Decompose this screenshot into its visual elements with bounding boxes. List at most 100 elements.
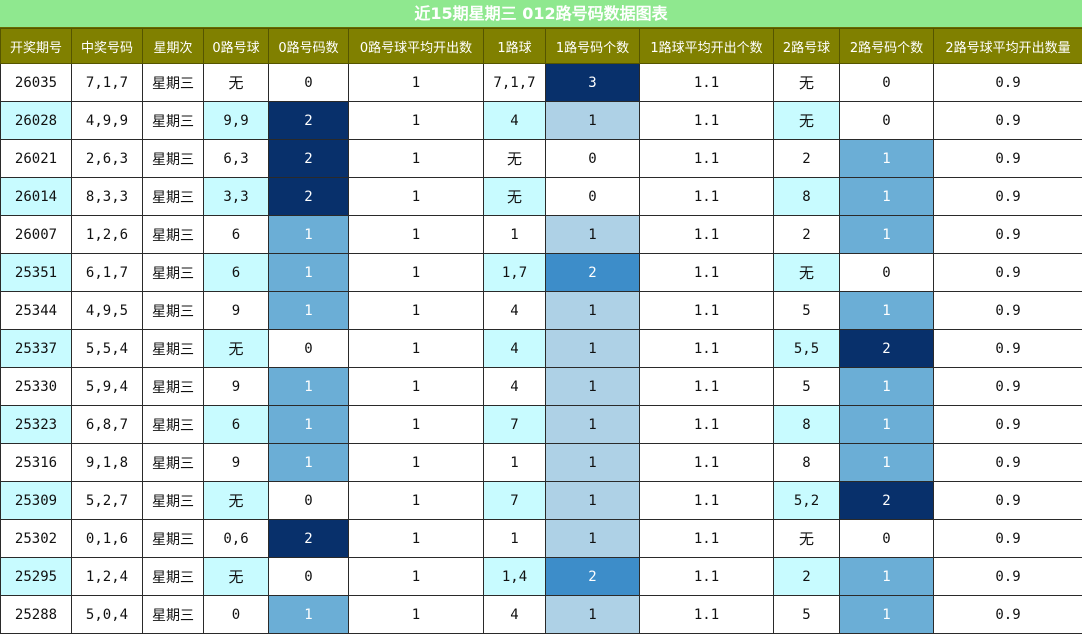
cell-road0-balls: 0 — [204, 596, 269, 634]
cell-road1-avg: 1.1 — [640, 368, 774, 406]
cell-road2-count: 1 — [840, 368, 934, 406]
cell-road1-balls: 4 — [484, 102, 546, 140]
cell-road1-count: 1 — [546, 596, 640, 634]
cell-road1-count: 1 — [546, 520, 640, 558]
cell-road0-balls: 无 — [204, 558, 269, 596]
cell-road0-avg: 1 — [349, 520, 484, 558]
cell-road0-balls: 9 — [204, 292, 269, 330]
cell-road2-avg: 0.9 — [934, 444, 1082, 482]
cell-road2-balls: 无 — [774, 254, 840, 292]
cell-road0-count: 1 — [269, 292, 349, 330]
cell-road0-avg: 1 — [349, 140, 484, 178]
cell-issue: 26028 — [1, 102, 72, 140]
cell-winning-number: 4,9,5 — [72, 292, 143, 330]
cell-road2-count: 2 — [840, 482, 934, 520]
cell-road1-avg: 1.1 — [640, 596, 774, 634]
cell-road0-avg: 1 — [349, 368, 484, 406]
header-road2-count: 2路号码个数 — [840, 29, 934, 64]
cell-road0-avg: 1 — [349, 406, 484, 444]
cell-road2-balls: 无 — [774, 102, 840, 140]
cell-weekday: 星期三 — [143, 64, 204, 102]
cell-road0-count: 0 — [269, 558, 349, 596]
header-road0-avg: 0路号球平均开出数 — [349, 29, 484, 64]
cell-road1-avg: 1.1 — [640, 406, 774, 444]
cell-road2-count: 1 — [840, 140, 934, 178]
cell-issue: 25302 — [1, 520, 72, 558]
header-road1-avg: 1路球平均开出个数 — [640, 29, 774, 64]
cell-road1-count: 1 — [546, 330, 640, 368]
cell-road2-avg: 0.9 — [934, 178, 1082, 216]
cell-road2-count: 1 — [840, 406, 934, 444]
cell-road1-avg: 1.1 — [640, 520, 774, 558]
header-road2-balls: 2路号球 — [774, 29, 840, 64]
cell-road1-count: 1 — [546, 368, 640, 406]
cell-road1-balls: 4 — [484, 596, 546, 634]
cell-road0-count: 0 — [269, 482, 349, 520]
cell-road2-avg: 0.9 — [934, 216, 1082, 254]
cell-issue: 26021 — [1, 140, 72, 178]
cell-weekday: 星期三 — [143, 406, 204, 444]
cell-road2-count: 0 — [840, 102, 934, 140]
cell-winning-number: 5,9,4 — [72, 368, 143, 406]
cell-road2-balls: 2 — [774, 216, 840, 254]
cell-issue: 25344 — [1, 292, 72, 330]
cell-road2-count: 1 — [840, 596, 934, 634]
cell-road2-balls: 2 — [774, 140, 840, 178]
cell-issue: 26035 — [1, 64, 72, 102]
cell-road0-avg: 1 — [349, 216, 484, 254]
cell-winning-number: 5,0,4 — [72, 596, 143, 634]
cell-road1-balls: 无 — [484, 178, 546, 216]
cell-weekday: 星期三 — [143, 444, 204, 482]
header-winning-number: 中奖号码 — [72, 29, 143, 64]
cell-road2-balls: 5 — [774, 292, 840, 330]
cell-road1-balls: 4 — [484, 368, 546, 406]
cell-road0-avg: 1 — [349, 330, 484, 368]
header-road1-count: 1路号码个数 — [546, 29, 640, 64]
cell-road1-avg: 1.1 — [640, 140, 774, 178]
cell-road0-count: 1 — [269, 368, 349, 406]
cell-winning-number: 6,1,7 — [72, 254, 143, 292]
cell-road1-balls: 1 — [484, 216, 546, 254]
cell-winning-number: 1,2,4 — [72, 558, 143, 596]
cell-road0-count: 1 — [269, 406, 349, 444]
cell-road1-count: 0 — [546, 140, 640, 178]
cell-road0-avg: 1 — [349, 596, 484, 634]
cell-winning-number: 1,2,6 — [72, 216, 143, 254]
cell-road0-balls: 6 — [204, 406, 269, 444]
cell-road2-balls: 2 — [774, 558, 840, 596]
header-road0-balls: 0路号球 — [204, 29, 269, 64]
cell-road0-balls: 6 — [204, 216, 269, 254]
cell-road2-avg: 0.9 — [934, 140, 1082, 178]
cell-weekday: 星期三 — [143, 330, 204, 368]
cell-road1-balls: 1 — [484, 444, 546, 482]
cell-road0-avg: 1 — [349, 64, 484, 102]
cell-road0-avg: 1 — [349, 254, 484, 292]
cell-road2-count: 0 — [840, 254, 934, 292]
cell-road0-balls: 6 — [204, 254, 269, 292]
cell-road2-balls: 无 — [774, 520, 840, 558]
cell-road2-avg: 0.9 — [934, 292, 1082, 330]
cell-road1-count: 1 — [546, 444, 640, 482]
cell-road2-balls: 5 — [774, 368, 840, 406]
header-road2-avg: 2路号球平均开出数量 — [934, 29, 1082, 64]
cell-issue: 26014 — [1, 178, 72, 216]
cell-road0-count: 2 — [269, 178, 349, 216]
cell-issue: 25309 — [1, 482, 72, 520]
cell-road2-avg: 0.9 — [934, 406, 1082, 444]
header-road1-balls: 1路球 — [484, 29, 546, 64]
header-issue: 开奖期号 — [1, 29, 72, 64]
cell-road2-avg: 0.9 — [934, 254, 1082, 292]
cell-road1-avg: 1.1 — [640, 330, 774, 368]
cell-weekday: 星期三 — [143, 178, 204, 216]
cell-issue: 25330 — [1, 368, 72, 406]
cell-issue: 25288 — [1, 596, 72, 634]
cell-road2-count: 0 — [840, 520, 934, 558]
cell-road0-count: 2 — [269, 140, 349, 178]
cell-road1-avg: 1.1 — [640, 292, 774, 330]
cell-road2-balls: 5,2 — [774, 482, 840, 520]
